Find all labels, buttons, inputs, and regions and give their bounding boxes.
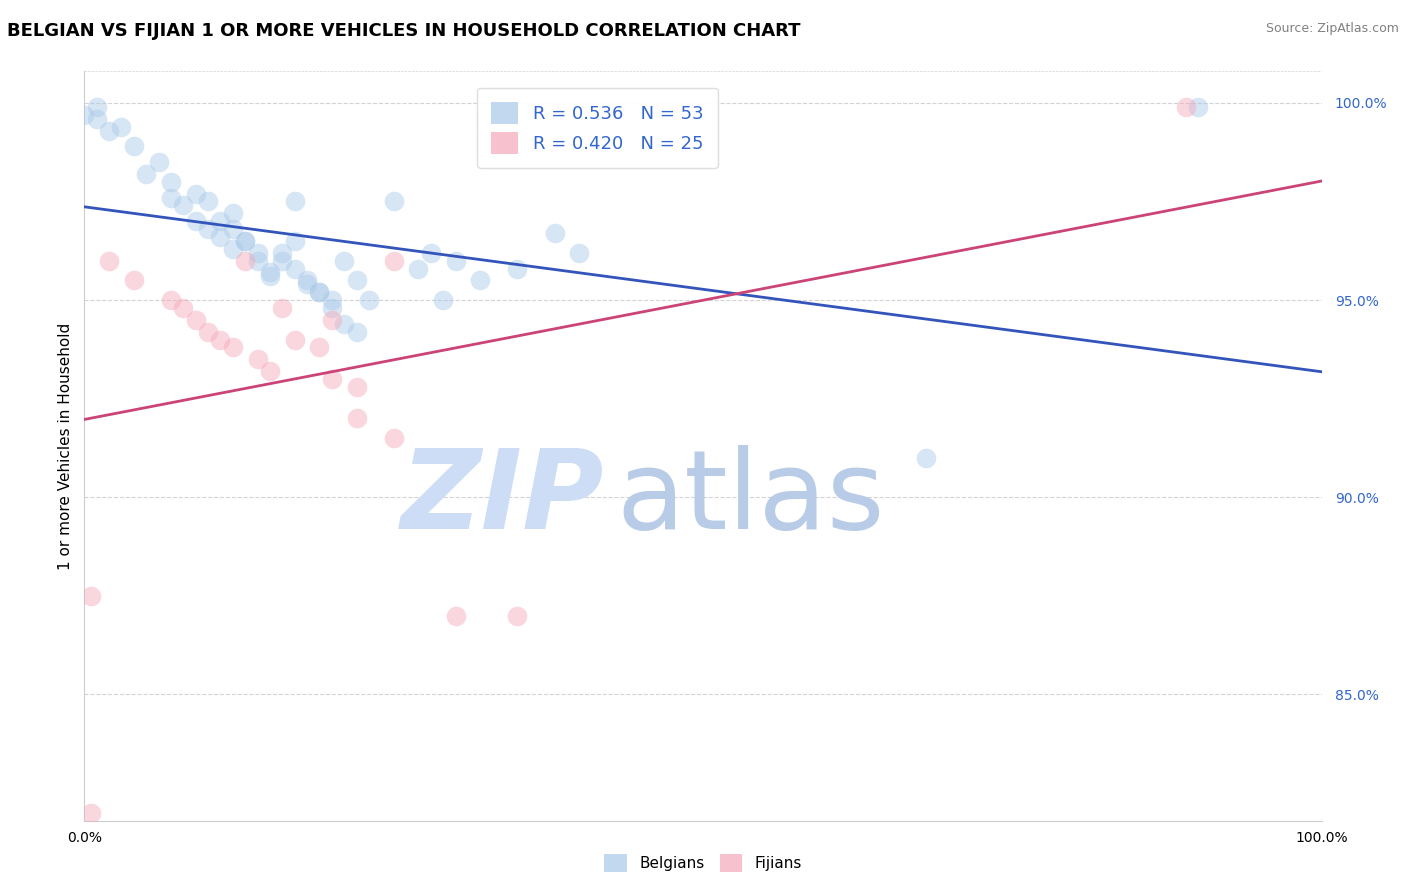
Point [346, 380, 368, 394]
Point [135, 167, 157, 181]
Point [382, 253, 405, 268]
Point [246, 245, 269, 260]
Point [271, 301, 294, 315]
Point [444, 253, 467, 268]
Point [184, 313, 207, 327]
Point [222, 242, 245, 256]
Point [382, 194, 405, 209]
Y-axis label: 1 or more Vehicles in Household: 1 or more Vehicles in Household [58, 322, 73, 570]
Point [444, 608, 467, 623]
Point [86, 100, 108, 114]
Point [98, 123, 121, 137]
Point [284, 194, 307, 209]
Point [506, 608, 529, 623]
Point [233, 253, 256, 268]
Point [346, 325, 368, 339]
Point [209, 333, 232, 347]
Point [506, 261, 529, 276]
Point [222, 340, 245, 354]
Point [172, 301, 194, 315]
Point [259, 265, 281, 279]
Point [432, 293, 454, 307]
Point [1174, 100, 1197, 114]
Point [259, 364, 281, 378]
Point [86, 112, 108, 126]
Legend: Belgians, Fijians: Belgians, Fijians [596, 846, 810, 880]
Point [197, 325, 219, 339]
Point [148, 155, 170, 169]
Point [408, 261, 430, 276]
Point [246, 253, 269, 268]
Text: BELGIAN VS FIJIAN 1 OR MORE VEHICLES IN HOUSEHOLD CORRELATION CHART: BELGIAN VS FIJIAN 1 OR MORE VEHICLES IN … [7, 22, 800, 40]
Point [470, 273, 492, 287]
Point [321, 293, 343, 307]
Point [308, 285, 330, 300]
Point [568, 245, 591, 260]
Text: Source: ZipAtlas.com: Source: ZipAtlas.com [1265, 22, 1399, 36]
Point [233, 234, 256, 248]
Point [346, 273, 368, 287]
Point [98, 253, 121, 268]
Point [209, 230, 232, 244]
Point [321, 313, 343, 327]
Point [246, 352, 269, 367]
Point [233, 234, 256, 248]
Point [295, 277, 318, 292]
Point [284, 261, 307, 276]
Point [222, 222, 245, 236]
Point [419, 245, 441, 260]
Point [308, 340, 330, 354]
Point [333, 253, 356, 268]
Point [122, 273, 145, 287]
Point [295, 273, 318, 287]
Text: ZIP: ZIP [401, 445, 605, 552]
Point [79, 805, 101, 820]
Point [321, 372, 343, 386]
Point [321, 301, 343, 315]
Point [1187, 100, 1209, 114]
Point [346, 411, 368, 425]
Point [308, 285, 330, 300]
Point [184, 214, 207, 228]
Point [160, 293, 183, 307]
Point [73, 108, 96, 122]
Text: atlas: atlas [616, 445, 884, 552]
Point [284, 333, 307, 347]
Point [172, 198, 194, 212]
Point [284, 234, 307, 248]
Point [271, 253, 294, 268]
Point [271, 245, 294, 260]
Point [122, 139, 145, 153]
Point [914, 450, 936, 465]
Point [333, 317, 356, 331]
Point [357, 293, 380, 307]
Point [110, 120, 132, 134]
Point [184, 186, 207, 201]
Point [79, 589, 101, 603]
Point [382, 431, 405, 445]
Point [209, 214, 232, 228]
Legend: R = 0.536   N = 53, R = 0.420   N = 25: R = 0.536 N = 53, R = 0.420 N = 25 [477, 88, 718, 168]
Point [160, 175, 183, 189]
Point [197, 194, 219, 209]
Point [160, 190, 183, 204]
Point [543, 226, 565, 240]
Point [222, 206, 245, 220]
Point [259, 269, 281, 284]
Point [197, 222, 219, 236]
